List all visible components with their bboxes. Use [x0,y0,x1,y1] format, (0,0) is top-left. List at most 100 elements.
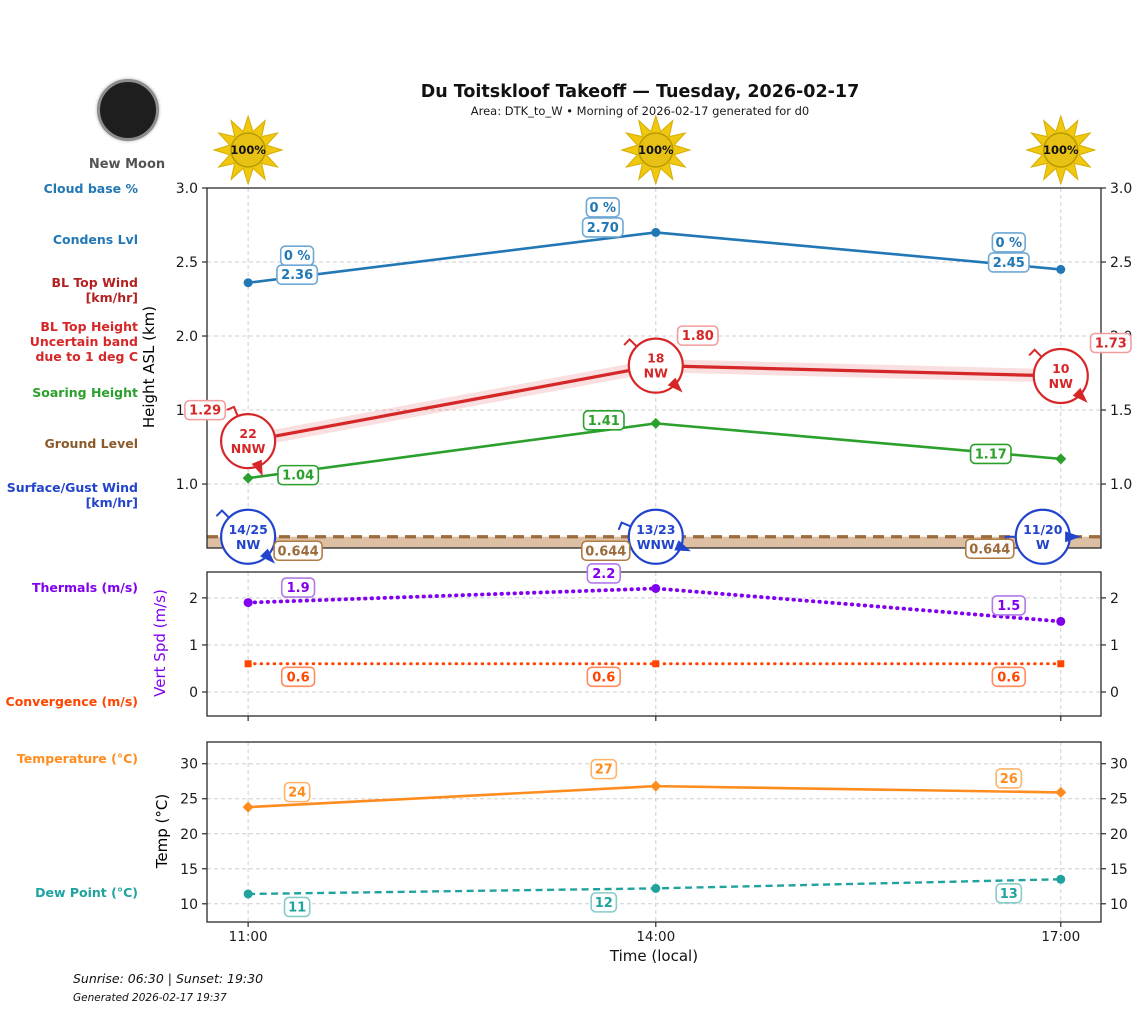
svg-text:0 %: 0 % [284,249,311,264]
svg-text:30: 30 [1110,757,1128,773]
svg-text:10: 10 [1110,897,1128,913]
legend-bl-top-wind: BL Top Wind [km/hr] [51,275,138,305]
svg-text:27: 27 [595,763,613,778]
legend-condens-lvl: Condens Lvl [52,232,138,247]
svg-text:1.29: 1.29 [189,404,221,419]
svg-text:0.6: 0.6 [287,670,310,685]
svg-text:2.36: 2.36 [281,268,313,283]
svg-text:14/25: 14/25 [228,522,267,537]
svg-text:1.5: 1.5 [1110,403,1132,419]
svg-text:12: 12 [595,896,613,911]
svg-text:15: 15 [180,862,198,878]
svg-text:1.41: 1.41 [588,414,620,429]
value-labels: 24 27 26 11 12 13 [283,758,1023,918]
sun-icon: 100% [620,114,692,186]
legend-bl-top-height: BL Top Height Uncertain band due to 1 de… [29,319,138,364]
svg-text:2.45: 2.45 [993,256,1025,271]
page-title: Du Toitskloof Takeoff — Tuesday, 2026-02… [420,82,860,102]
svg-text:2: 2 [189,591,198,607]
svg-text:0.6: 0.6 [997,670,1020,685]
svg-text:0.644: 0.644 [278,544,319,559]
vertspd-chart: 2 2 1 1 0 0 1.9 2.2 1.5 0.6 0.6 0.6 [189,563,1119,721]
svg-text:11: 11 [288,900,306,915]
svg-text:1.0: 1.0 [176,477,198,493]
svg-text:25: 25 [1110,792,1128,808]
series-dew-point [243,874,1066,899]
value-labels: 1.9 2.2 1.5 0.6 0.6 0.6 [280,563,1026,688]
svg-text:1.0: 1.0 [1110,477,1132,493]
svg-text:100%: 100% [230,143,266,157]
svg-text:3.0: 3.0 [1110,181,1132,197]
svg-text:1.04: 1.04 [282,469,314,484]
svg-text:10: 10 [180,897,198,913]
series-soaring-height [242,417,1067,484]
svg-text:0.644: 0.644 [969,542,1010,557]
svg-text:100%: 100% [638,143,674,157]
svg-text:10: 10 [1052,361,1070,376]
generated-note: Generated 2026-02-17 19:37 [73,992,227,1004]
svg-text:13: 13 [1000,887,1018,902]
page-subtitle: Area: DTK_to_W • Morning of 2026-02-17 g… [470,104,810,118]
svg-text:26: 26 [1000,772,1018,787]
svg-text:11/20: 11/20 [1023,522,1063,537]
svg-text:1.73: 1.73 [1095,336,1127,351]
legend-convergence: Convergence (m/s) [5,694,138,709]
svg-text:1.5: 1.5 [176,403,198,419]
legend-cloud-base: Cloud base % [43,181,138,196]
x-axis-title: Time (local) [609,947,699,965]
svg-text:0: 0 [189,685,198,701]
svg-text:100%: 100% [1043,143,1079,157]
svg-text:0.644: 0.644 [585,544,626,559]
svg-text:2.5: 2.5 [176,255,198,271]
svg-text:0 %: 0 % [995,236,1022,251]
legend-surface-gust-wind: Surface/Gust Wind [km/hr] [6,480,138,510]
svg-text:NNW: NNW [231,441,266,456]
svg-text:1.5: 1.5 [997,599,1020,614]
svg-text:NW: NW [644,366,668,381]
svg-text:2.5: 2.5 [1110,255,1132,271]
series-ground-level [207,535,1101,548]
y-axis-label-height: Height ASL (km) [140,305,158,429]
svg-text:0: 0 [1110,685,1119,701]
series-temperature [242,780,1067,813]
svg-text:30: 30 [180,757,198,773]
svg-text:20: 20 [1110,827,1128,843]
svg-text:2.0: 2.0 [176,329,198,345]
series-convergence [244,660,1065,668]
svg-text:1: 1 [1110,638,1119,654]
y-axis-label-temp: Temp (°C) [153,793,171,869]
svg-text:18: 18 [647,351,664,366]
svg-text:0.6: 0.6 [592,670,615,685]
series-condensation-level [243,227,1066,288]
svg-text:14:00: 14:00 [636,929,675,945]
value-labels: 2.36 2.70 2.45 0 % 0 % 0 % 1.29 1.80 1.73 1.04 1.4… [184,197,1132,562]
moon-phase-label: New Moon [88,157,166,172]
legend-temperature: Temperature (°C) [16,751,138,766]
legend-dew-point: Dew Point (°C) [35,885,138,900]
legend-thermals: Thermals (m/s) [31,580,138,595]
series-bl-top-height [247,358,1061,448]
svg-text:NW: NW [236,537,260,552]
svg-text:11:00: 11:00 [229,929,268,945]
svg-text:1: 1 [189,638,198,654]
svg-text:24: 24 [288,786,306,801]
svg-text:NW: NW [1049,376,1073,391]
sun-icon: 100% [1025,114,1097,186]
legend-soaring-height: Soaring Height [32,385,138,400]
sun-icon: 100% [212,114,284,186]
svg-text:13/23: 13/23 [636,522,675,537]
svg-text:15: 15 [1110,862,1128,878]
svg-text:0 %: 0 % [589,201,616,216]
svg-text:1.9: 1.9 [287,581,310,596]
svg-text:2.2: 2.2 [592,567,615,582]
svg-text:20: 20 [180,827,198,843]
sunrise-sunset-note: Sunrise: 06:30 | Sunset: 19:30 [73,971,264,986]
svg-text:W: W [1036,537,1050,552]
svg-text:3.0: 3.0 [176,181,198,197]
sun-icons: 100% 100% 100% [212,114,1097,186]
svg-text:1.17: 1.17 [975,447,1007,462]
svg-text:17:00: 17:00 [1041,929,1080,945]
svg-text:25: 25 [180,792,198,808]
